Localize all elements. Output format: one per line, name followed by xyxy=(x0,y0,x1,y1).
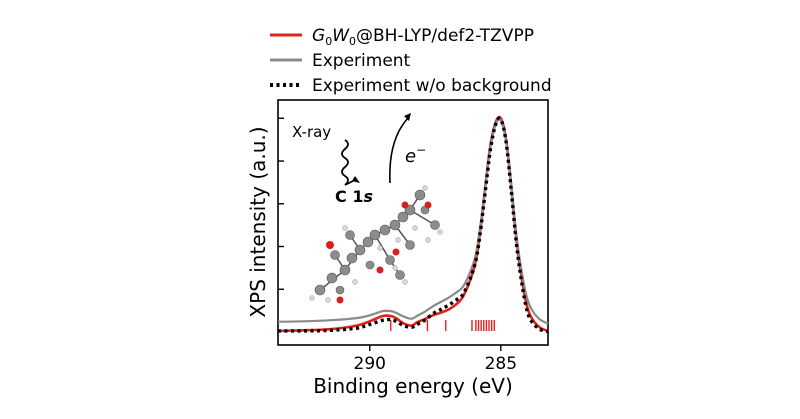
xray-label: X-ray xyxy=(292,123,331,141)
electron-arrow xyxy=(389,117,409,184)
c1s-label: C 1s xyxy=(335,187,373,206)
electron-label: e− xyxy=(405,143,426,167)
y-axis-ticks xyxy=(278,117,284,290)
stick-lines xyxy=(390,320,495,331)
series-experiment-nobg-line xyxy=(277,116,549,334)
series-experiment-line xyxy=(277,118,549,325)
legend: G0W0@BH-LYP/def2-TZVPP Experiment Experi… xyxy=(270,26,552,96)
molecule-illustration xyxy=(309,185,443,304)
x-tick-label-1: 285 xyxy=(485,354,517,374)
xray-wave-arrow xyxy=(341,139,356,186)
legend-label-experiment: Experiment xyxy=(312,51,411,71)
x-axis-label: Binding energy (eV) xyxy=(313,374,513,398)
legend-label-experiment-nobg: Experiment w/o background xyxy=(312,76,552,96)
legend-label-theory: G0W0@BH-LYP/def2-TZVPP xyxy=(312,26,534,48)
plot-frame xyxy=(277,99,549,346)
x-axis-ticks: 290 285 xyxy=(354,345,517,374)
x-tick-label-0: 290 xyxy=(354,354,386,374)
y-axis-label: XPS intensity (a.u.) xyxy=(246,126,270,317)
electron-arrowhead xyxy=(404,113,411,121)
xray-arrowhead xyxy=(352,176,360,183)
series-layer xyxy=(277,115,549,334)
